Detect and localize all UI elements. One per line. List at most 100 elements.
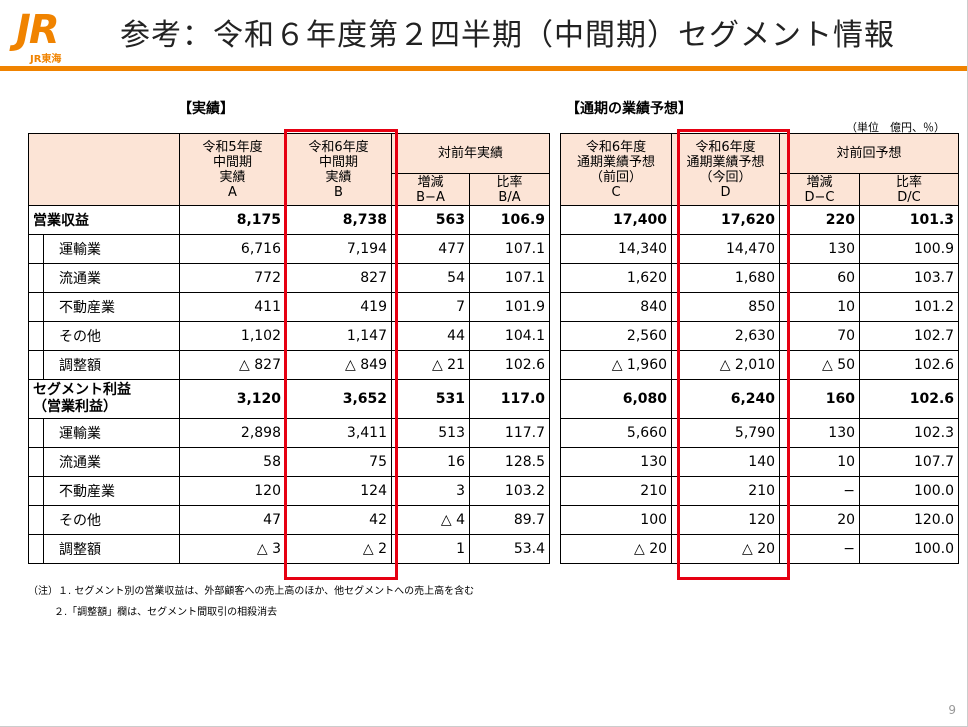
footnote-1: （注）１. セグメント別の営業収益は、外部顧客への売上高のほか、他セグメントへの…	[28, 586, 475, 597]
cell-d: 1,680	[671, 263, 781, 293]
cell-dc: 10	[779, 447, 861, 477]
cell-c: 100	[560, 505, 673, 535]
cell-ba: 44	[391, 321, 470, 351]
cell-a: 1,102	[179, 321, 286, 351]
page-number: 9	[948, 703, 956, 717]
cell-b: 42	[285, 505, 392, 535]
cell-c: 210	[560, 476, 673, 506]
header-text: 令和6年度 中間期 実績 B	[308, 139, 369, 200]
highlight-box-forecast	[677, 129, 790, 580]
cell-bar: 117.0	[468, 379, 551, 419]
cell-b: 75	[285, 447, 392, 477]
cell-bar: 53.4	[468, 534, 551, 564]
header-diff-ba: 増減 B−A	[391, 173, 470, 206]
cell-c: 1,620	[560, 263, 673, 293]
header-fy6-half: 令和6年度 中間期 実績 B	[285, 133, 392, 206]
table-row: 流通業 58 75 16 128.5 130 140 10 107.7	[28, 447, 960, 477]
cell-d: 850	[671, 292, 781, 322]
cell-d: △ 20	[671, 534, 781, 564]
cell-dcr: 120.0	[859, 505, 960, 535]
title-underline	[0, 66, 968, 71]
header-vs-prev: 対前回予想	[779, 133, 960, 174]
cell-b: 419	[285, 292, 392, 322]
cell-ba: 477	[391, 234, 470, 264]
cell-d: 17,620	[671, 205, 781, 235]
row-label: 調整額	[28, 350, 180, 380]
cell-c: △ 1,960	[560, 350, 673, 380]
row-label: 調整額	[28, 534, 180, 564]
cell-a: △ 3	[179, 534, 286, 564]
row-label: 営業収益	[28, 205, 180, 235]
cell-b: 124	[285, 476, 392, 506]
cell-bar: 107.1	[468, 263, 551, 293]
cell-a: 411	[179, 292, 286, 322]
cell-b: 3,411	[285, 418, 392, 448]
cell-c: 2,560	[560, 321, 673, 351]
cell-b: 827	[285, 263, 392, 293]
cell-d: 140	[671, 447, 781, 477]
table-row: 運輸業 6,716 7,194 477 107.1 14,340 14,470 130 100.…	[28, 234, 960, 264]
row-label: 流通業	[28, 447, 180, 477]
cell-d: 2,630	[671, 321, 781, 351]
header-text: 令和6年度 通期業績予想 （今回） D	[686, 139, 765, 200]
cell-bar: 106.9	[468, 205, 551, 235]
cell-ba: △ 4	[391, 505, 470, 535]
cell-bar: 103.2	[468, 476, 551, 506]
header-forecast-curr: 令和6年度 通期業績予想 （今回） D	[671, 133, 781, 206]
cell-a: 47	[179, 505, 286, 535]
header-text: 比率 D/C	[896, 174, 923, 205]
table-row: セグメント利益 （営業利益） 3,120 3,652 531 117.0 6,080 6,24…	[28, 379, 960, 419]
actual-section-label: 【実績】	[178, 101, 234, 117]
cell-b: △ 2	[285, 534, 392, 564]
row-label: 不動産業	[28, 476, 180, 506]
header-text: 増減 B−A	[416, 174, 445, 205]
cell-b: △ 849	[285, 350, 392, 380]
cell-dcr: 100.0	[859, 534, 960, 564]
table-row: 不動産業 411 419 7 101.9 840 850 10 101.2	[28, 292, 960, 322]
cell-dcr: 100.0	[859, 476, 960, 506]
cell-dc: 160	[779, 379, 861, 419]
cell-c: 6,080	[560, 379, 673, 419]
footnotes: （注）１. セグメント別の営業収益は、外部顧客への売上高のほか、他セグメントへの…	[28, 581, 474, 623]
cell-c: 14,340	[560, 234, 673, 264]
cell-c: 17,400	[560, 205, 673, 235]
cell-bar: 117.7	[468, 418, 551, 448]
table-row: 調整額 △ 3 △ 2 1 53.4 △ 20 △ 20−100.0	[28, 534, 960, 564]
header-text: 比率 B/A	[496, 174, 523, 205]
cell-ba: 513	[391, 418, 470, 448]
cell-dcr: 102.6	[859, 379, 960, 419]
header-text: 令和5年度 中間期 実績 A	[202, 139, 263, 200]
row-label: その他	[28, 505, 180, 535]
logo-mark: JR	[16, 7, 60, 53]
row-label: 運輸業	[28, 234, 180, 264]
table-row: 不動産業 120 124 3 103.2 210 210−100.0	[28, 476, 960, 506]
cell-a: 2,898	[179, 418, 286, 448]
cell-dcr: 101.3	[859, 205, 960, 235]
table-row: 調整額 △ 827 △ 849 △ 21 102.6 △ 1,960 △ 2,010 △ 50…	[28, 350, 960, 380]
header-yoy: 対前年実績	[390, 133, 551, 174]
forecast-section-label: 【通期の業績予想】	[566, 101, 692, 117]
header-forecast-prev: 令和6年度 通期業績予想 （前回） C	[560, 133, 673, 206]
cell-bar: 104.1	[468, 321, 551, 351]
cell-c: △ 20	[560, 534, 673, 564]
cell-d: 14,470	[671, 234, 781, 264]
table-row: その他 47 42 △ 4 89.7 100 120 20 120.0	[28, 505, 960, 535]
page-title: 参考：令和６年度第２四半期（中間期）セグメント情報	[120, 18, 895, 53]
cell-dc: 130	[779, 234, 861, 264]
cell-d: 6,240	[671, 379, 781, 419]
header-diff-dc: 増減 D−C	[779, 173, 861, 206]
cell-d: 210	[671, 476, 781, 506]
footnote-2: ２.「調整額」欄は、セグメント間取引の相殺消去	[54, 607, 278, 618]
cell-dcr: 102.7	[859, 321, 960, 351]
cell-bar: 101.9	[468, 292, 551, 322]
unit-label: （単位 億円、％）	[846, 121, 945, 134]
cell-d: 5,790	[671, 418, 781, 448]
cell-a: △ 827	[179, 350, 286, 380]
cell-dcr: 101.2	[859, 292, 960, 322]
logo-subtext: JR東海	[30, 54, 62, 65]
cell-dcr: 102.3	[859, 418, 960, 448]
row-label: セグメント利益 （営業利益）	[28, 379, 180, 419]
segment-table: 令和5年度 中間期 実績 A 令和6年度 中間期 実績 B 対前年実績 令和6年度 通期業績予…	[28, 133, 960, 564]
